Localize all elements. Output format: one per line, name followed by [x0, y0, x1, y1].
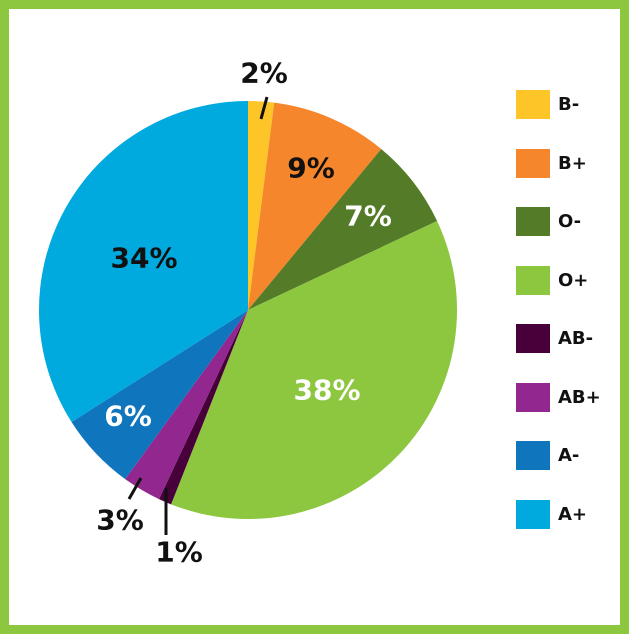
slice-label-aneg: 6%: [104, 400, 152, 433]
pie-slice-bneg: [248, 101, 275, 310]
slice-label-abpos: 3%: [96, 504, 144, 537]
slice-label-apos: 34%: [110, 242, 177, 275]
legend-item: O+: [516, 265, 601, 295]
legend-swatch: [516, 441, 550, 470]
legend-swatch: [516, 265, 550, 295]
legend-label: A-: [558, 445, 580, 466]
legend-label: B+: [558, 152, 587, 174]
slice-label-abneg: 1%: [155, 536, 203, 569]
pie-slice-abneg: [159, 310, 248, 505]
legend-label: AB-: [558, 328, 594, 349]
legend-item: AB+: [516, 382, 601, 412]
slice-label-bpos: 9%: [287, 152, 335, 185]
pie-chart: 2% 9% 7% 38% 1% 3% 6% 34%: [38, 57, 458, 569]
pie-slice-aneg: [71, 310, 248, 480]
legend-swatch: [516, 382, 550, 412]
slice-label-opos: 38%: [293, 374, 360, 407]
legend-label: B-: [558, 94, 580, 115]
legend-item: B+: [516, 148, 601, 178]
legend-label: AB+: [558, 386, 601, 408]
pie-slice-apos: [38, 101, 248, 422]
slice-label-oneg: 7%: [344, 200, 392, 233]
legend-item: B-: [516, 90, 601, 119]
pie-slice-oneg: [248, 148, 438, 310]
legend-swatch: [516, 207, 550, 236]
pie-slice-abpos: [125, 310, 248, 500]
legend-item: A-: [516, 441, 601, 470]
legend-swatch: [516, 148, 550, 178]
leader-line: [127, 477, 143, 500]
legend-item: AB-: [516, 324, 601, 353]
legend-label: O+: [558, 269, 589, 291]
legend-label: A+: [558, 503, 588, 525]
pie-slice-bpos: [248, 102, 382, 310]
legend-swatch: [516, 324, 550, 353]
legend-label: O-: [558, 211, 582, 232]
slice-label-bneg: 2%: [240, 57, 288, 90]
legend-swatch: [516, 499, 550, 529]
legend-item: A+: [516, 499, 601, 529]
legend-swatch: [516, 90, 550, 119]
chart-frame: 2% 9% 7% 38% 1% 3% 6% 34% B- B+ O- O+ AB- AB+ A- A+: [9, 9, 620, 625]
legend-item: O-: [516, 207, 601, 236]
pie-slice-opos: [171, 221, 458, 520]
legend: B- B+ O- O+ AB- AB+ A- A+: [516, 90, 601, 558]
leader-line: [259, 96, 269, 120]
